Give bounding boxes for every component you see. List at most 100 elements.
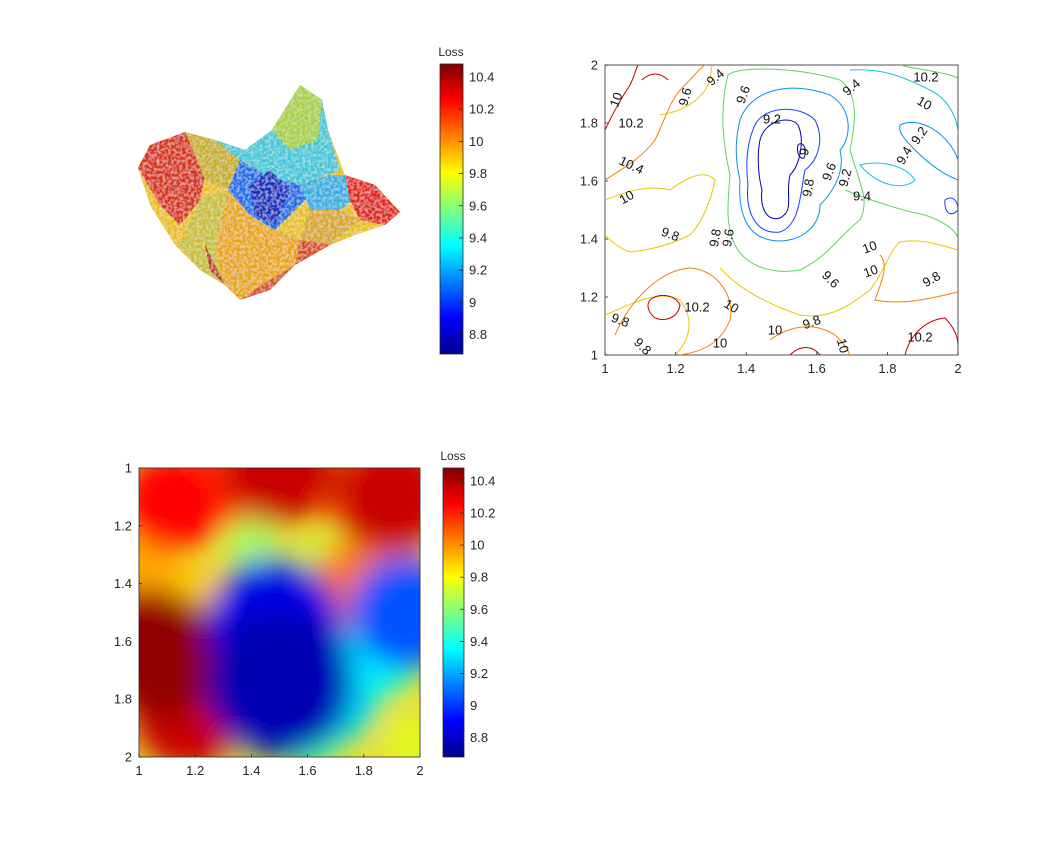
x-tick-label: 2: [416, 763, 423, 778]
contour-y-ticks: 1 1.2 1.4 1.6 1.8 2: [580, 58, 608, 363]
contour-level-label: 10.2: [907, 329, 932, 344]
contour-level-label: 10: [616, 187, 636, 207]
contour-line-9.6: [849, 69, 958, 136]
y-tick-label: 1.2: [114, 518, 132, 533]
contour-level-label: 10.2: [684, 299, 709, 314]
contour-level-label: 10.2: [618, 115, 643, 130]
colorbar-title: Loss: [440, 449, 465, 463]
y-tick-label: 1.2: [580, 290, 598, 305]
x-tick-label: 1: [135, 763, 142, 778]
y-tick-label: 1: [591, 348, 598, 363]
contour-line-9.8-b: [899, 65, 958, 79]
x-tick-label: 1.2: [667, 361, 685, 376]
colorbar-gradient: [442, 467, 465, 758]
colorbar-tick-label: 10.4: [469, 69, 494, 84]
contour-line-9-b: [797, 143, 806, 159]
contour-axes-box: [604, 64, 959, 356]
contour-level-label: 10: [860, 237, 879, 256]
x-tick-label: 1.4: [737, 361, 755, 376]
colorbar-tick-label: 9.2: [469, 263, 487, 278]
contour-line-9.8: [722, 68, 865, 272]
contour-line-9.2: [746, 108, 821, 233]
contour-level-label: 10: [861, 261, 880, 280]
contour-line-10.2-d: [874, 254, 958, 303]
heatmap-region: [388, 719, 420, 757]
heatmap-region: [139, 468, 224, 554]
contour-level-label: 9.8: [609, 310, 631, 330]
y-tick-label: 1.4: [114, 576, 132, 591]
contour-level-label: 9.6: [819, 161, 839, 183]
contour-line-10.4-d: [789, 347, 821, 355]
contour-line-10-c: [719, 240, 958, 317]
surface-mesh: [138, 85, 400, 300]
contour-line-10: [659, 65, 713, 116]
colorbar-tick-label: 9: [469, 295, 476, 310]
contour-line-10.4-b: [647, 294, 681, 320]
colorbar-tick-label: 9.6: [469, 198, 487, 213]
heatmap-y-ticks: 1 1.2 1.4 1.6 1.8 2: [114, 461, 142, 765]
x-tick-label: 1.8: [355, 763, 373, 778]
x-tick-label: 1.6: [808, 361, 826, 376]
contour-level-label: 9.8: [659, 224, 681, 244]
colorbar-tick-label: 10.2: [470, 505, 495, 520]
colorbar-tick-label: 9.2: [470, 666, 488, 681]
contour-level-label: 10: [915, 93, 935, 113]
y-tick-label: 1.4: [580, 232, 598, 247]
y-tick-label: 1.8: [114, 692, 132, 707]
contour-line-9.4: [735, 87, 849, 242]
colorbar-heatmap: Loss 10.4 10.2 10 9.8 9.6 9.4 9.2 9 8.8: [440, 449, 495, 758]
contour-level-label: 9.6: [719, 228, 737, 248]
y-tick-label: 2: [591, 58, 598, 73]
contour-level-label: 9.8: [706, 228, 724, 248]
heatmap-region: [139, 593, 224, 719]
y-tick-label: 1: [125, 461, 132, 476]
colorbar-tick-label: 9.4: [469, 231, 487, 246]
heatmap-x-ticks: 1 1.2 1.4 1.6 1.8 2: [135, 754, 424, 778]
colorbar-surface: Loss 10.4 10.2 10 9.8 9.6 9.4 9.2 9 8.8: [438, 45, 494, 355]
colorbar-tick-label: 9.6: [470, 602, 488, 617]
contour-level-label: 10.2: [913, 69, 938, 84]
contour-line-10-b: [605, 174, 716, 253]
contour-level-label: 10: [768, 322, 782, 337]
colorbar-tick-label: 10: [469, 134, 483, 149]
heatmap-axes-box: [138, 467, 421, 758]
heatmap-region: [228, 517, 275, 564]
surface-plot: [138, 85, 400, 300]
contour-level-label: 9.8: [801, 312, 823, 332]
contour-line-9: [757, 119, 802, 220]
y-tick-label: 1.6: [580, 174, 598, 189]
colorbar-tick-label: 9.4: [470, 634, 488, 649]
heatmap-region: [222, 468, 337, 525]
y-tick-label: 1.6: [114, 634, 132, 649]
colorbar-gradient: [439, 63, 464, 355]
colorbar-tick-label: 9: [470, 698, 477, 713]
contour-level-label: 10: [713, 335, 727, 350]
x-tick-label: 1: [601, 361, 608, 376]
colorbar-ticks: 10.4 10.2 10 9.8 9.6 9.4 9.2 9 8.8: [459, 69, 494, 342]
contour-level-label: 10: [722, 296, 742, 316]
y-tick-label: 1.8: [580, 116, 598, 131]
contour-x-ticks: 1 1.2 1.4 1.6 1.8 2: [601, 352, 962, 376]
x-tick-label: 1.8: [878, 361, 896, 376]
x-tick-label: 1.6: [299, 763, 317, 778]
heatmap-region: [206, 611, 353, 757]
colorbar-tick-label: 9.8: [469, 166, 487, 181]
colorbar-tick-label: 8.8: [470, 730, 488, 745]
contour-level-label: 9.4: [853, 188, 871, 203]
colorbar-ticks: 10.4 10.2 10 9.8 9.6 9.4 9.2 9 8.8: [460, 473, 495, 745]
contour-line-10.4-c: [904, 317, 958, 355]
x-tick-label: 1.4: [242, 763, 260, 778]
contour-line-9.4-b: [899, 121, 958, 181]
colorbar-tick-label: 9.8: [470, 570, 488, 585]
contour-level-label: 9: [796, 147, 812, 157]
contour-line-10-d: [605, 295, 690, 355]
colorbar-tick-label: 8.8: [469, 327, 487, 342]
heatmap-region: [349, 555, 420, 670]
contour-line-10.2: [605, 65, 706, 181]
contour-line-10.4: [605, 65, 639, 131]
colorbar-tick-label: 10: [470, 538, 484, 553]
x-tick-label: 1.2: [186, 763, 204, 778]
